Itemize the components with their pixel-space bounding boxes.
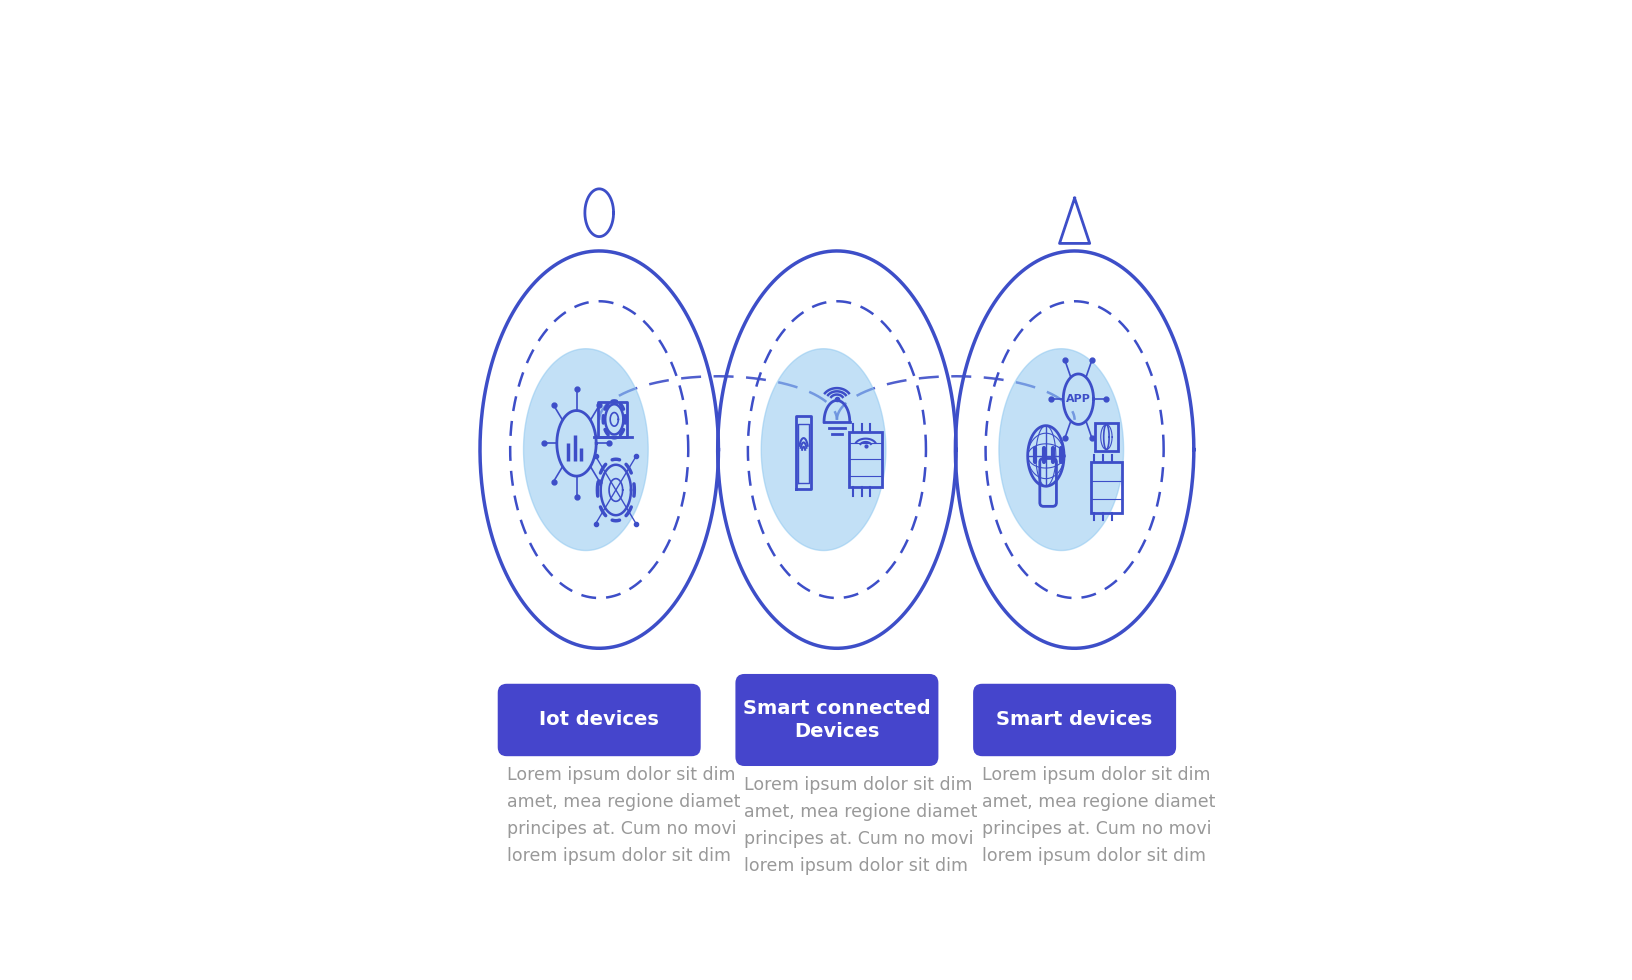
- Bar: [849, 432, 881, 487]
- FancyBboxPatch shape: [734, 674, 938, 766]
- Text: Lorem ipsum dolor sit dim
amet, mea regione diamet
principes at. Cum no movi
lor: Lorem ipsum dolor sit dim amet, mea regi…: [981, 766, 1214, 865]
- Text: Iot devices: Iot devices: [539, 710, 659, 729]
- Text: Lorem ipsum dolor sit dim
amet, mea regione diamet
principes at. Cum no movi
lor: Lorem ipsum dolor sit dim amet, mea regi…: [506, 766, 739, 865]
- Text: Smart connected
Devices: Smart connected Devices: [743, 699, 930, 741]
- Polygon shape: [761, 349, 885, 551]
- FancyBboxPatch shape: [973, 684, 1175, 757]
- Text: APP: APP: [1066, 394, 1090, 404]
- Polygon shape: [999, 349, 1123, 551]
- Text: Smart devices: Smart devices: [996, 710, 1152, 729]
- Text: Lorem ipsum dolor sit dim
amet, mea regione diamet
principes at. Cum no movi
lor: Lorem ipsum dolor sit dim amet, mea regi…: [744, 776, 978, 875]
- Polygon shape: [524, 349, 648, 551]
- Bar: [1090, 463, 1121, 513]
- Bar: [1095, 423, 1116, 451]
- FancyBboxPatch shape: [498, 684, 700, 757]
